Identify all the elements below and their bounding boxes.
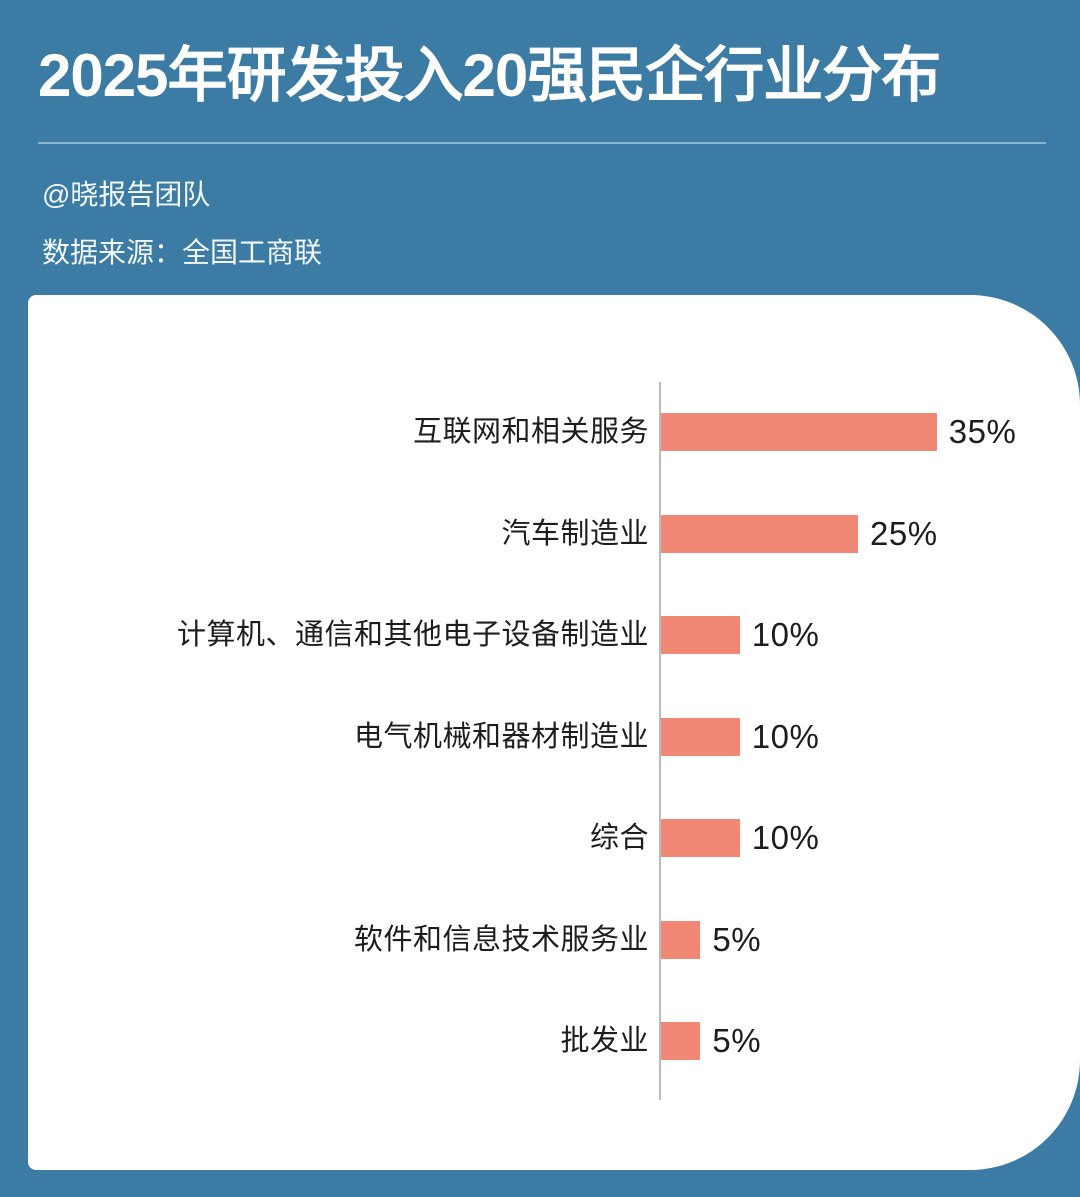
bar-category-label: 汽车制造业 (501, 517, 649, 550)
bar-value-label: 5% (712, 920, 762, 958)
bar-segment (661, 1022, 701, 1060)
bar-row: 软件和信息技术服务业 5% (28, 920, 1080, 959)
chart-card: 互联网和相关服务 35% 汽车制造业 25% 计算机、通信和其他电子设备制造业 10% 电气… (28, 295, 1080, 1170)
bar-value-label: 35% (948, 413, 1017, 450)
bar-category-label: 批发业 (560, 1025, 649, 1057)
bar-value-label: 5% (712, 1022, 762, 1059)
bar-row: 计算机、通信和其他电子设备制造业 10% (28, 616, 1080, 654)
bar-segment (661, 616, 740, 654)
bar-segment (661, 413, 937, 451)
bar-segment (661, 514, 858, 553)
data-source-label: 数据来源：全国工商联 (42, 237, 323, 268)
bar-segment (661, 920, 701, 959)
title-divider (38, 142, 1046, 144)
page-title: 2025年研发投入20强民企行业分布 (38, 42, 941, 109)
byline-author: @晓报告团队 (42, 179, 211, 210)
poster-header: 2025年研发投入20强民企行业分布 @晓报告团队 数据来源：全国工商联 (0, 0, 1080, 295)
bar-row: 批发业 5% (28, 1022, 1080, 1060)
bar-value-label: 10% (751, 616, 820, 653)
bar-row: 汽车制造业 25% (28, 514, 1080, 553)
bar-chart-plot: 互联网和相关服务 35% 汽车制造业 25% 计算机、通信和其他电子设备制造业 10% 电气… (28, 295, 1080, 1170)
bar-segment (661, 717, 740, 756)
bar-row: 电气机械和器材制造业 10% (28, 717, 1080, 756)
bar-category-label: 综合 (589, 822, 649, 854)
bar-row: 互联网和相关服务 35% (28, 413, 1080, 451)
category-axis-line (659, 382, 661, 1100)
bar-category-label: 软件和信息技术服务业 (353, 923, 649, 956)
bar-category-label: 互联网和相关服务 (412, 416, 649, 448)
bar-value-label: 25% (870, 514, 938, 552)
bar-segment (661, 819, 740, 857)
bar-value-label: 10% (751, 819, 820, 856)
bar-category-label: 电气机械和器材制造业 (353, 720, 649, 753)
bar-category-label: 计算机、通信和其他电子设备制造业 (176, 619, 649, 651)
bar-row: 综合 10% (28, 819, 1080, 857)
bar-value-label: 10% (751, 717, 820, 755)
